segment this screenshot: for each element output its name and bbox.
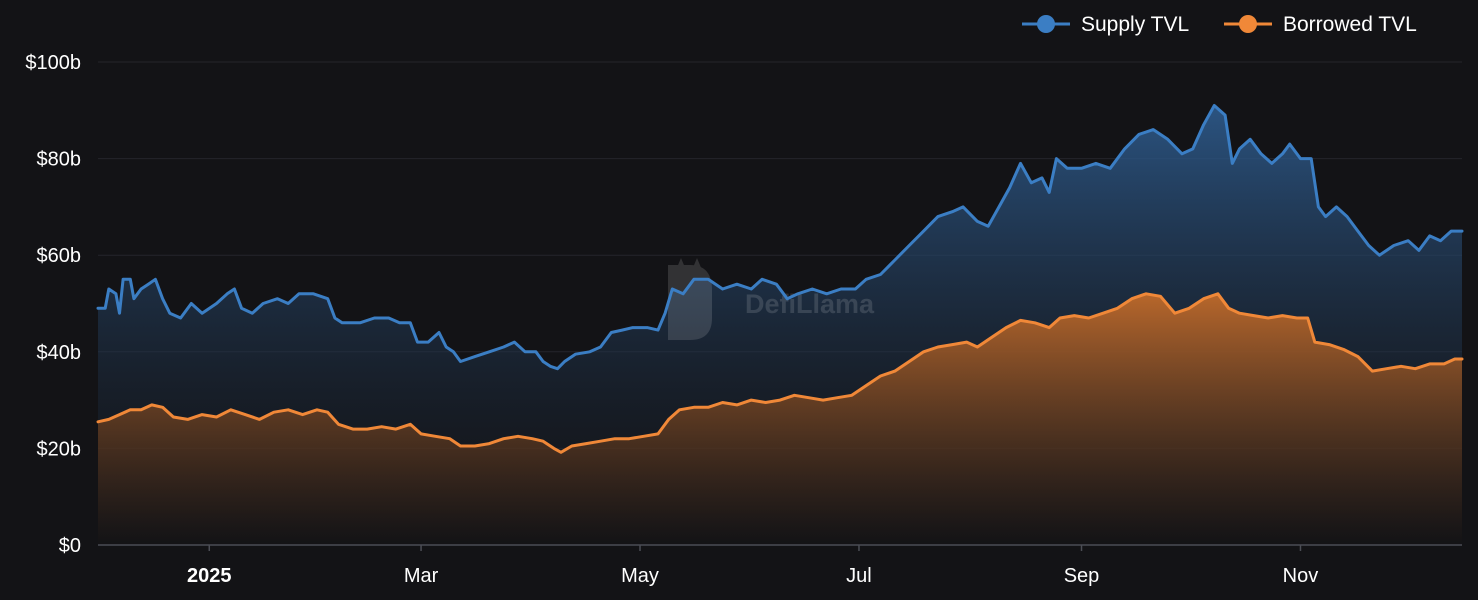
borrowed-tvl-area [98,293,1462,545]
legend-label: Borrowed TVL [1283,13,1417,36]
series-areas [98,105,1462,545]
y-tick-label: $40b [37,342,82,364]
x-tick-label: 2025 [187,565,232,587]
supply-tvl-line [96,104,1464,371]
x-axis [98,544,1462,551]
legend-item-supply-tvl[interactable]: Supply TVL [1022,13,1189,36]
legend: Supply TVL Borrowed TVL [1022,13,1417,36]
defillama-watermark: DefiLlama [668,258,875,340]
legend-dot-icon [1239,15,1257,33]
y-tick-label: $80b [37,149,82,171]
legend-label: Supply TVL [1081,13,1189,36]
y-tick-label: $0 [59,535,81,557]
borrowed-tvl-line [96,292,1464,454]
legend-dot-icon [1037,15,1055,33]
llama-logo-icon [668,258,712,340]
x-tick-label: Jul [846,565,872,587]
y-tick-label: $100b [25,52,81,74]
x-tick-label: Sep [1064,565,1100,587]
y-axis-labels: $0 $20b $40b $60b $80b $100b [25,52,81,557]
y-tick-label: $60b [37,245,82,267]
x-tick-label: Mar [404,565,439,587]
legend-item-borrowed-tvl[interactable]: Borrowed TVL [1224,13,1417,36]
y-tick-label: $20b [37,438,82,460]
watermark-text: DefiLlama [745,289,875,319]
x-tick-label: May [621,565,659,587]
series-lines [96,104,1464,454]
x-tick-label: Nov [1283,565,1319,587]
x-axis-labels: 2025 Mar May Jul Sep Nov [187,565,1318,587]
